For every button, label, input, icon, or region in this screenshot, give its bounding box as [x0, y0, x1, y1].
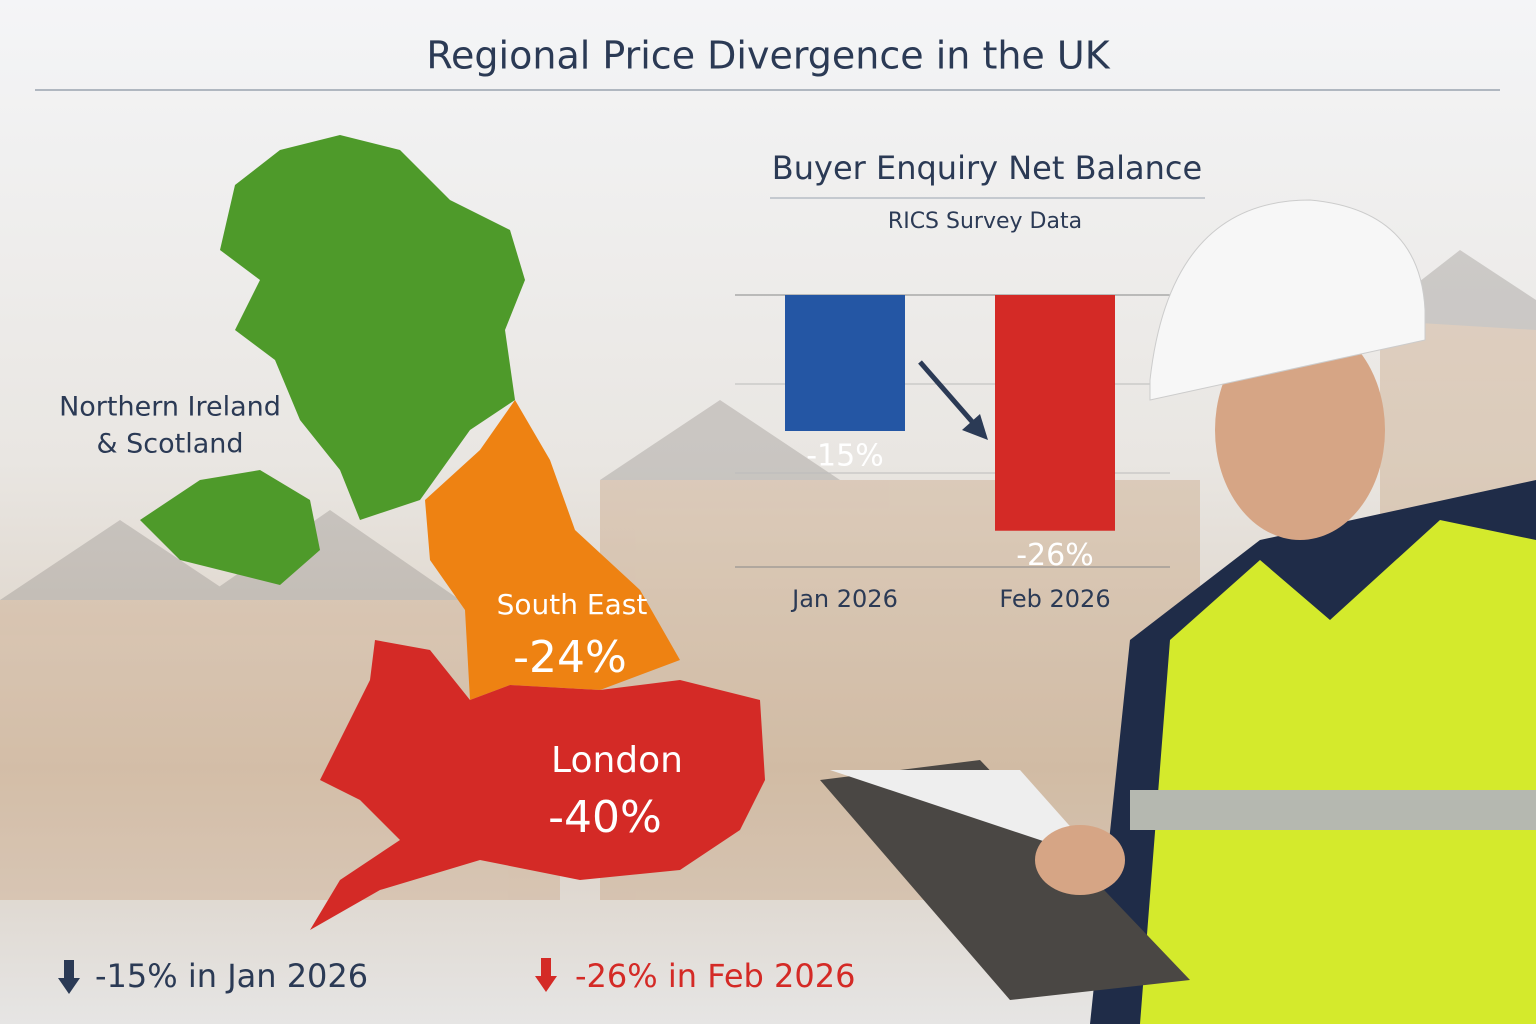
region-label: South East: [497, 588, 648, 621]
region-northern-ireland: [140, 470, 320, 585]
chart-title: Buyer Enquiry Net Balance: [772, 149, 1202, 187]
region-label: London: [551, 740, 683, 781]
trend-arrow: [918, 360, 977, 427]
bar: [785, 295, 905, 431]
down-arrow: [541, 958, 551, 978]
region-north-england: [425, 400, 680, 700]
x-tick-label: Jan 2026: [790, 585, 898, 613]
region-label: Northern Ireland: [59, 392, 281, 423]
uk-map: [140, 135, 765, 930]
down-arrow: [535, 976, 557, 992]
bar: [995, 295, 1115, 531]
region-value: -40%: [548, 792, 662, 843]
footer-note: -26% in Feb 2026: [575, 957, 855, 995]
trend-arrow-head: [962, 414, 988, 440]
region-scotland: [220, 135, 525, 520]
x-tick-label: Feb 2026: [999, 585, 1110, 613]
footer-note: -15% in Jan 2026: [95, 957, 368, 995]
region-south-wales: [310, 640, 765, 930]
page-title: Regional Price Divergence in the UK: [426, 34, 1110, 78]
worker-photo: [820, 199, 1536, 1024]
down-arrow: [64, 960, 74, 980]
down-arrow: [58, 978, 80, 994]
value-label: -26%: [1016, 538, 1094, 573]
region-label: & Scotland: [96, 429, 243, 460]
chart-subtitle: RICS Survey Data: [888, 209, 1082, 234]
region-value: -24%: [513, 632, 627, 683]
value-label: -15%: [806, 439, 884, 474]
bars: Jan 2026 -15% Feb 2026 -26%: [735, 294, 1170, 613]
